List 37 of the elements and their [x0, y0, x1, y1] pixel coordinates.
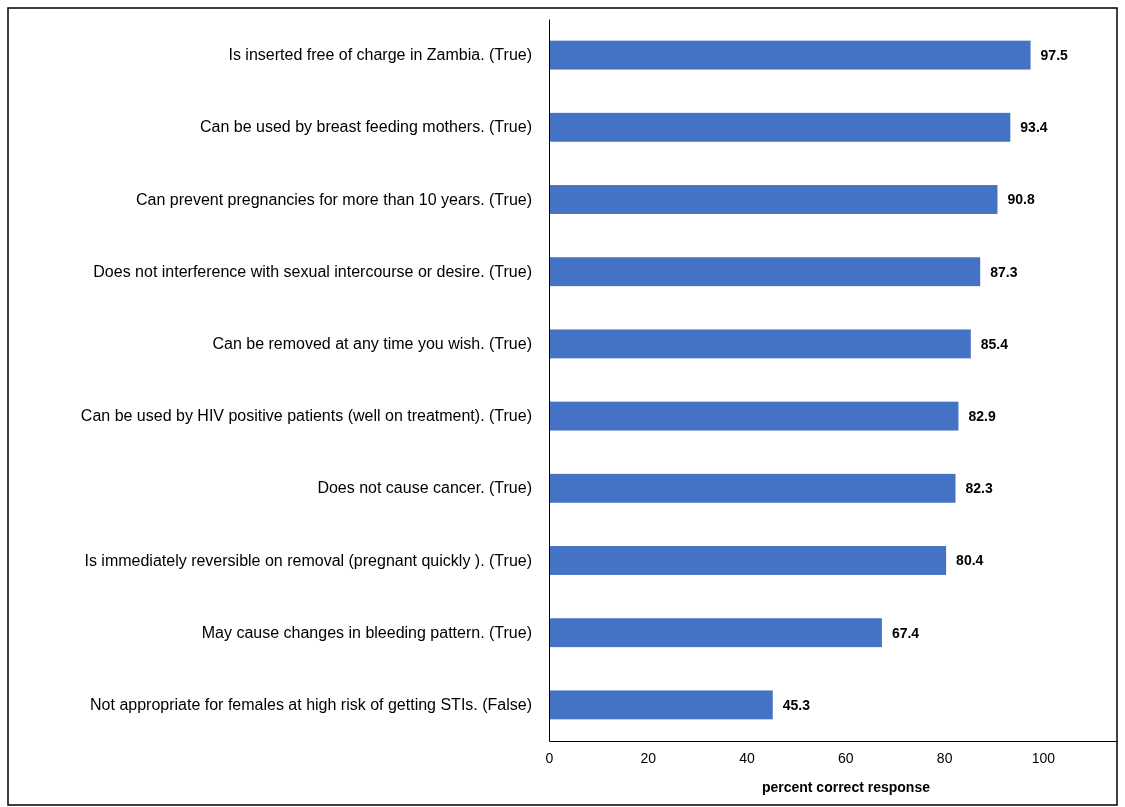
x-axis-title: percent correct response: [761, 779, 931, 795]
y-tick-label: Does not interference with sexual intercourse or desire. (True): [93, 262, 532, 280]
bar: [549, 690, 773, 720]
data-label: 97.5: [1040, 47, 1069, 63]
bar: [549, 112, 1011, 142]
y-tick-label: Does not cause cancer. (True): [317, 479, 532, 497]
y-tick-label: May cause changes in bleeding pattern. (True): [201, 623, 532, 641]
x-tick-label: 100: [1031, 749, 1056, 766]
bar: [549, 185, 998, 214]
bar: [549, 40, 1031, 70]
y-tick-label: Is immediately reversible on removal (pregnant quickly ). (True): [84, 551, 532, 569]
data-label: 82.9: [968, 408, 996, 424]
y-tick-label: Can be removed at any time you wish. (True): [212, 335, 532, 353]
y-tick-label: Not appropriate for females at high risk of getting STIs. (False): [90, 696, 532, 714]
bar: [549, 618, 882, 648]
bar: [549, 329, 971, 359]
x-tick-label: 80: [936, 749, 953, 766]
data-label: 67.4: [891, 624, 920, 641]
data-label: 85.4: [980, 335, 1009, 352]
data-label: 90.8: [1007, 191, 1035, 208]
x-tick-label: 40: [739, 749, 756, 766]
x-tick-label: 60: [838, 749, 854, 766]
bar: [549, 257, 981, 287]
y-tick-label: Is inserted free of charge in Zambia. (True): [228, 46, 532, 64]
bar: [549, 546, 947, 575]
data-label: 82.3: [965, 480, 993, 497]
y-tick-label: Can be used by HIV positive patients (well on treatment). (True): [80, 407, 532, 425]
bar: [549, 473, 956, 503]
data-label: 93.4: [1020, 119, 1048, 136]
data-label: 80.4: [956, 552, 984, 569]
bar: [549, 401, 959, 431]
data-label: 87.3: [990, 263, 1018, 280]
y-tick-label: Can prevent pregnancies for more than 10 years. (True): [135, 190, 532, 208]
y-tick-label: Can be used by breast feeding mothers. (True): [199, 118, 532, 136]
data-label: 45.3: [782, 696, 811, 713]
x-tick-label: 20: [640, 749, 657, 766]
x-tick-label: 0: [545, 749, 554, 766]
